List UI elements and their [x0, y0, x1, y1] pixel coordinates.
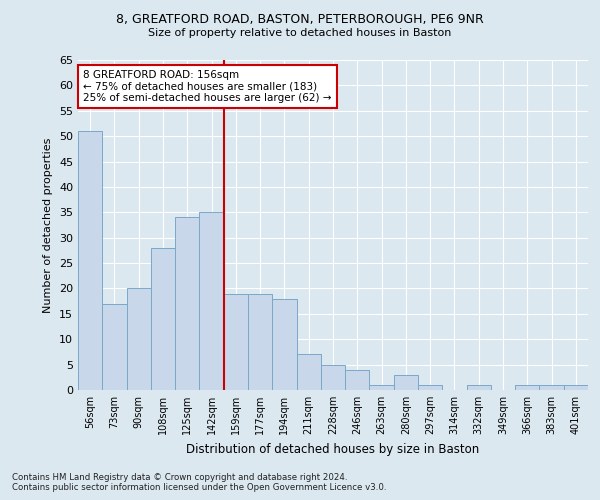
Bar — [272, 298, 296, 390]
Bar — [345, 370, 370, 390]
Bar — [394, 375, 418, 390]
Bar — [515, 385, 539, 390]
Text: Contains HM Land Registry data © Crown copyright and database right 2024.: Contains HM Land Registry data © Crown c… — [12, 472, 347, 482]
X-axis label: Distribution of detached houses by size in Baston: Distribution of detached houses by size … — [187, 442, 479, 456]
Bar — [199, 212, 224, 390]
Text: Size of property relative to detached houses in Baston: Size of property relative to detached ho… — [148, 28, 452, 38]
Bar — [370, 385, 394, 390]
Bar — [248, 294, 272, 390]
Bar — [175, 218, 199, 390]
Text: Contains public sector information licensed under the Open Government Licence v3: Contains public sector information licen… — [12, 484, 386, 492]
Bar — [321, 364, 345, 390]
Bar — [151, 248, 175, 390]
Text: 8, GREATFORD ROAD, BASTON, PETERBOROUGH, PE6 9NR: 8, GREATFORD ROAD, BASTON, PETERBOROUGH,… — [116, 12, 484, 26]
Bar — [467, 385, 491, 390]
Bar — [127, 288, 151, 390]
Bar — [418, 385, 442, 390]
Bar — [78, 131, 102, 390]
Bar — [102, 304, 127, 390]
Text: 8 GREATFORD ROAD: 156sqm
← 75% of detached houses are smaller (183)
25% of semi-: 8 GREATFORD ROAD: 156sqm ← 75% of detach… — [83, 70, 332, 103]
Y-axis label: Number of detached properties: Number of detached properties — [43, 138, 53, 312]
Bar — [564, 385, 588, 390]
Bar — [539, 385, 564, 390]
Bar — [224, 294, 248, 390]
Bar — [296, 354, 321, 390]
